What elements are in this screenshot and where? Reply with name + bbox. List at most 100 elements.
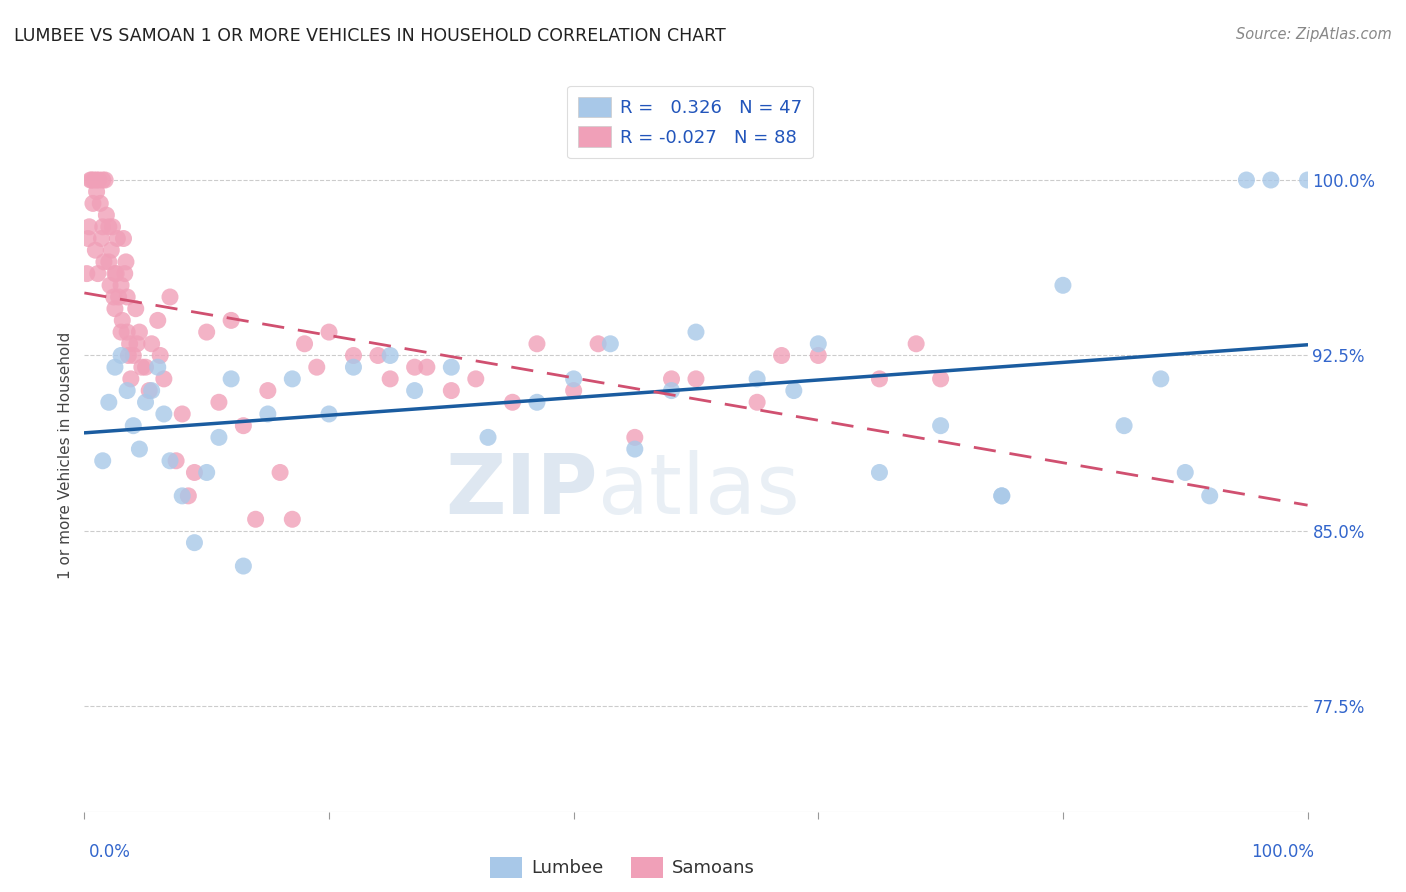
Point	[97, 395, 120, 409]
Point	[991, 489, 1014, 503]
Point	[86, 173, 108, 187]
Point	[257, 384, 280, 398]
Text: LUMBEE VS SAMOAN 1 OR MORE VEHICLES IN HOUSEHOLD CORRELATION CHART: LUMBEE VS SAMOAN 1 OR MORE VEHICLES IN H…	[14, 27, 725, 45]
Point	[87, 173, 110, 187]
Point	[1114, 418, 1136, 433]
Point	[245, 512, 267, 526]
Point	[747, 372, 769, 386]
Point	[86, 185, 108, 199]
Point	[115, 290, 138, 304]
Point	[84, 243, 107, 257]
Point	[464, 372, 486, 386]
Point	[93, 255, 115, 269]
Point	[76, 267, 98, 281]
Point	[685, 325, 707, 339]
Point	[380, 372, 402, 386]
Point	[380, 349, 402, 363]
Point	[110, 325, 132, 339]
Point	[153, 372, 176, 386]
Point	[1150, 372, 1173, 386]
Point	[929, 372, 952, 386]
Point	[905, 336, 928, 351]
Text: 0.0%: 0.0%	[89, 843, 131, 861]
Point	[115, 325, 138, 339]
Point	[111, 313, 134, 327]
Point	[122, 349, 145, 363]
Point	[991, 489, 1014, 503]
Point	[80, 173, 103, 187]
Point	[131, 360, 153, 375]
Point	[1052, 278, 1074, 293]
Point	[599, 336, 621, 351]
Point	[83, 173, 105, 187]
Point	[1296, 173, 1319, 187]
Point	[94, 173, 117, 187]
Point	[294, 336, 316, 351]
Text: ZIP: ZIP	[446, 450, 598, 531]
Point	[416, 360, 439, 375]
Point	[149, 349, 172, 363]
Point	[128, 442, 150, 456]
Point	[128, 325, 150, 339]
Point	[783, 384, 806, 398]
Point	[103, 290, 125, 304]
Point	[440, 384, 463, 398]
Point	[257, 407, 280, 421]
Point	[807, 349, 830, 363]
Point	[165, 454, 187, 468]
Point	[117, 349, 139, 363]
Point	[219, 313, 242, 327]
Point	[110, 278, 132, 293]
Point	[114, 267, 136, 281]
Point	[281, 372, 304, 386]
Point	[159, 454, 181, 468]
Point	[79, 173, 101, 187]
Point	[122, 418, 145, 433]
Point	[685, 372, 707, 386]
Point	[477, 430, 499, 444]
Point	[100, 243, 122, 257]
Point	[1234, 173, 1257, 187]
Point	[440, 360, 463, 375]
Point	[138, 384, 160, 398]
Point	[404, 384, 426, 398]
Point	[89, 196, 111, 211]
Point	[125, 336, 148, 351]
Legend: Lumbee, Samoans: Lumbee, Samoans	[482, 849, 762, 885]
Point	[586, 336, 609, 351]
Point	[105, 231, 128, 245]
Point	[172, 407, 194, 421]
Point	[208, 430, 231, 444]
Point	[183, 535, 205, 549]
Point	[281, 512, 304, 526]
Point	[1174, 466, 1197, 480]
Point	[342, 360, 364, 375]
Point	[501, 395, 523, 409]
Point	[232, 418, 254, 433]
Point	[367, 349, 389, 363]
Point	[146, 313, 169, 327]
Point	[342, 349, 364, 363]
Point	[91, 454, 114, 468]
Point	[404, 360, 426, 375]
Point	[624, 442, 647, 456]
Point	[929, 418, 952, 433]
Point	[135, 360, 157, 375]
Point	[159, 290, 181, 304]
Point	[1260, 173, 1282, 187]
Point	[96, 208, 118, 222]
Point	[91, 173, 114, 187]
Point	[661, 372, 683, 386]
Point	[118, 336, 141, 351]
Point	[770, 349, 793, 363]
Point	[90, 231, 112, 245]
Point	[104, 267, 127, 281]
Point	[101, 219, 124, 234]
Point	[526, 395, 548, 409]
Point	[195, 466, 218, 480]
Point	[125, 301, 148, 316]
Point	[172, 489, 194, 503]
Point	[183, 466, 205, 480]
Point	[115, 384, 138, 398]
Point	[104, 301, 127, 316]
